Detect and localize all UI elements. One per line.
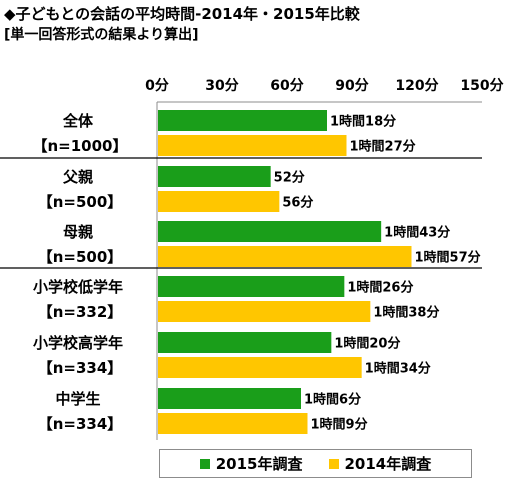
data-label: 1時間20分 xyxy=(334,336,400,352)
bar xyxy=(158,276,345,297)
category-n-label: 【n=1000】 xyxy=(33,137,128,155)
bar xyxy=(158,221,382,242)
bar xyxy=(158,110,327,131)
bar xyxy=(158,166,271,187)
legend: 2015年調査 2014年調査 xyxy=(159,449,472,478)
data-label: 1時間26分 xyxy=(347,280,413,296)
chart-title: ◆子どもとの会話の平均時間-2014年・2015年比較 xyxy=(4,5,360,23)
category-n-label: 【n=500】 xyxy=(38,248,123,266)
legend-item-2014: 2014年調査 xyxy=(328,453,432,474)
data-label: 1時間18分 xyxy=(330,114,396,130)
bar xyxy=(158,191,280,212)
x-tick-label: 60分 xyxy=(270,78,303,94)
x-tick-label: 120分 xyxy=(395,78,438,94)
data-label: 52分 xyxy=(274,170,305,186)
category-n-label: 【n=500】 xyxy=(38,193,123,211)
data-label: 1時間34分 xyxy=(365,361,431,377)
category-n-label: 【n=332】 xyxy=(38,303,123,321)
bar xyxy=(158,135,347,156)
data-label: 1時間43分 xyxy=(384,225,450,241)
category-label: 小学校高学年 xyxy=(33,334,123,352)
category-label: 中学生 xyxy=(55,390,100,408)
category-label: 母親 xyxy=(63,223,93,241)
legend-swatch-2015 xyxy=(199,458,210,469)
bar xyxy=(158,246,412,267)
category-label: 父親 xyxy=(62,168,93,186)
data-label: 1時間27分 xyxy=(350,139,416,155)
category-label: 小学校低学年 xyxy=(33,278,123,296)
data-label: 1時間38分 xyxy=(373,305,439,321)
legend-item-2015: 2015年調査 xyxy=(199,453,303,474)
x-tick-label: 90分 xyxy=(335,78,368,94)
data-label: 1時間9分 xyxy=(311,417,368,433)
category-n-label: 【n=334】 xyxy=(38,415,123,433)
data-label: 56分 xyxy=(282,195,313,211)
legend-swatch-2014 xyxy=(328,458,339,469)
bar xyxy=(158,301,371,322)
x-tick-label: 150分 xyxy=(460,78,503,94)
x-tick-label: 0分 xyxy=(145,78,169,94)
legend-label-2014: 2014年調査 xyxy=(344,455,432,473)
data-label: 1時間57分 xyxy=(415,250,481,266)
x-tick-label: 30分 xyxy=(205,78,238,94)
category-label: 全体 xyxy=(62,112,94,130)
category-n-label: 【n=334】 xyxy=(38,359,123,377)
bar xyxy=(158,357,362,378)
legend-label-2015: 2015年調査 xyxy=(215,455,303,473)
bar xyxy=(158,332,332,353)
bar xyxy=(158,413,308,434)
bar xyxy=(158,388,301,409)
data-label: 1時間6分 xyxy=(304,392,361,408)
chart-subtitle: [単一回答形式の結果より算出] xyxy=(4,27,199,43)
